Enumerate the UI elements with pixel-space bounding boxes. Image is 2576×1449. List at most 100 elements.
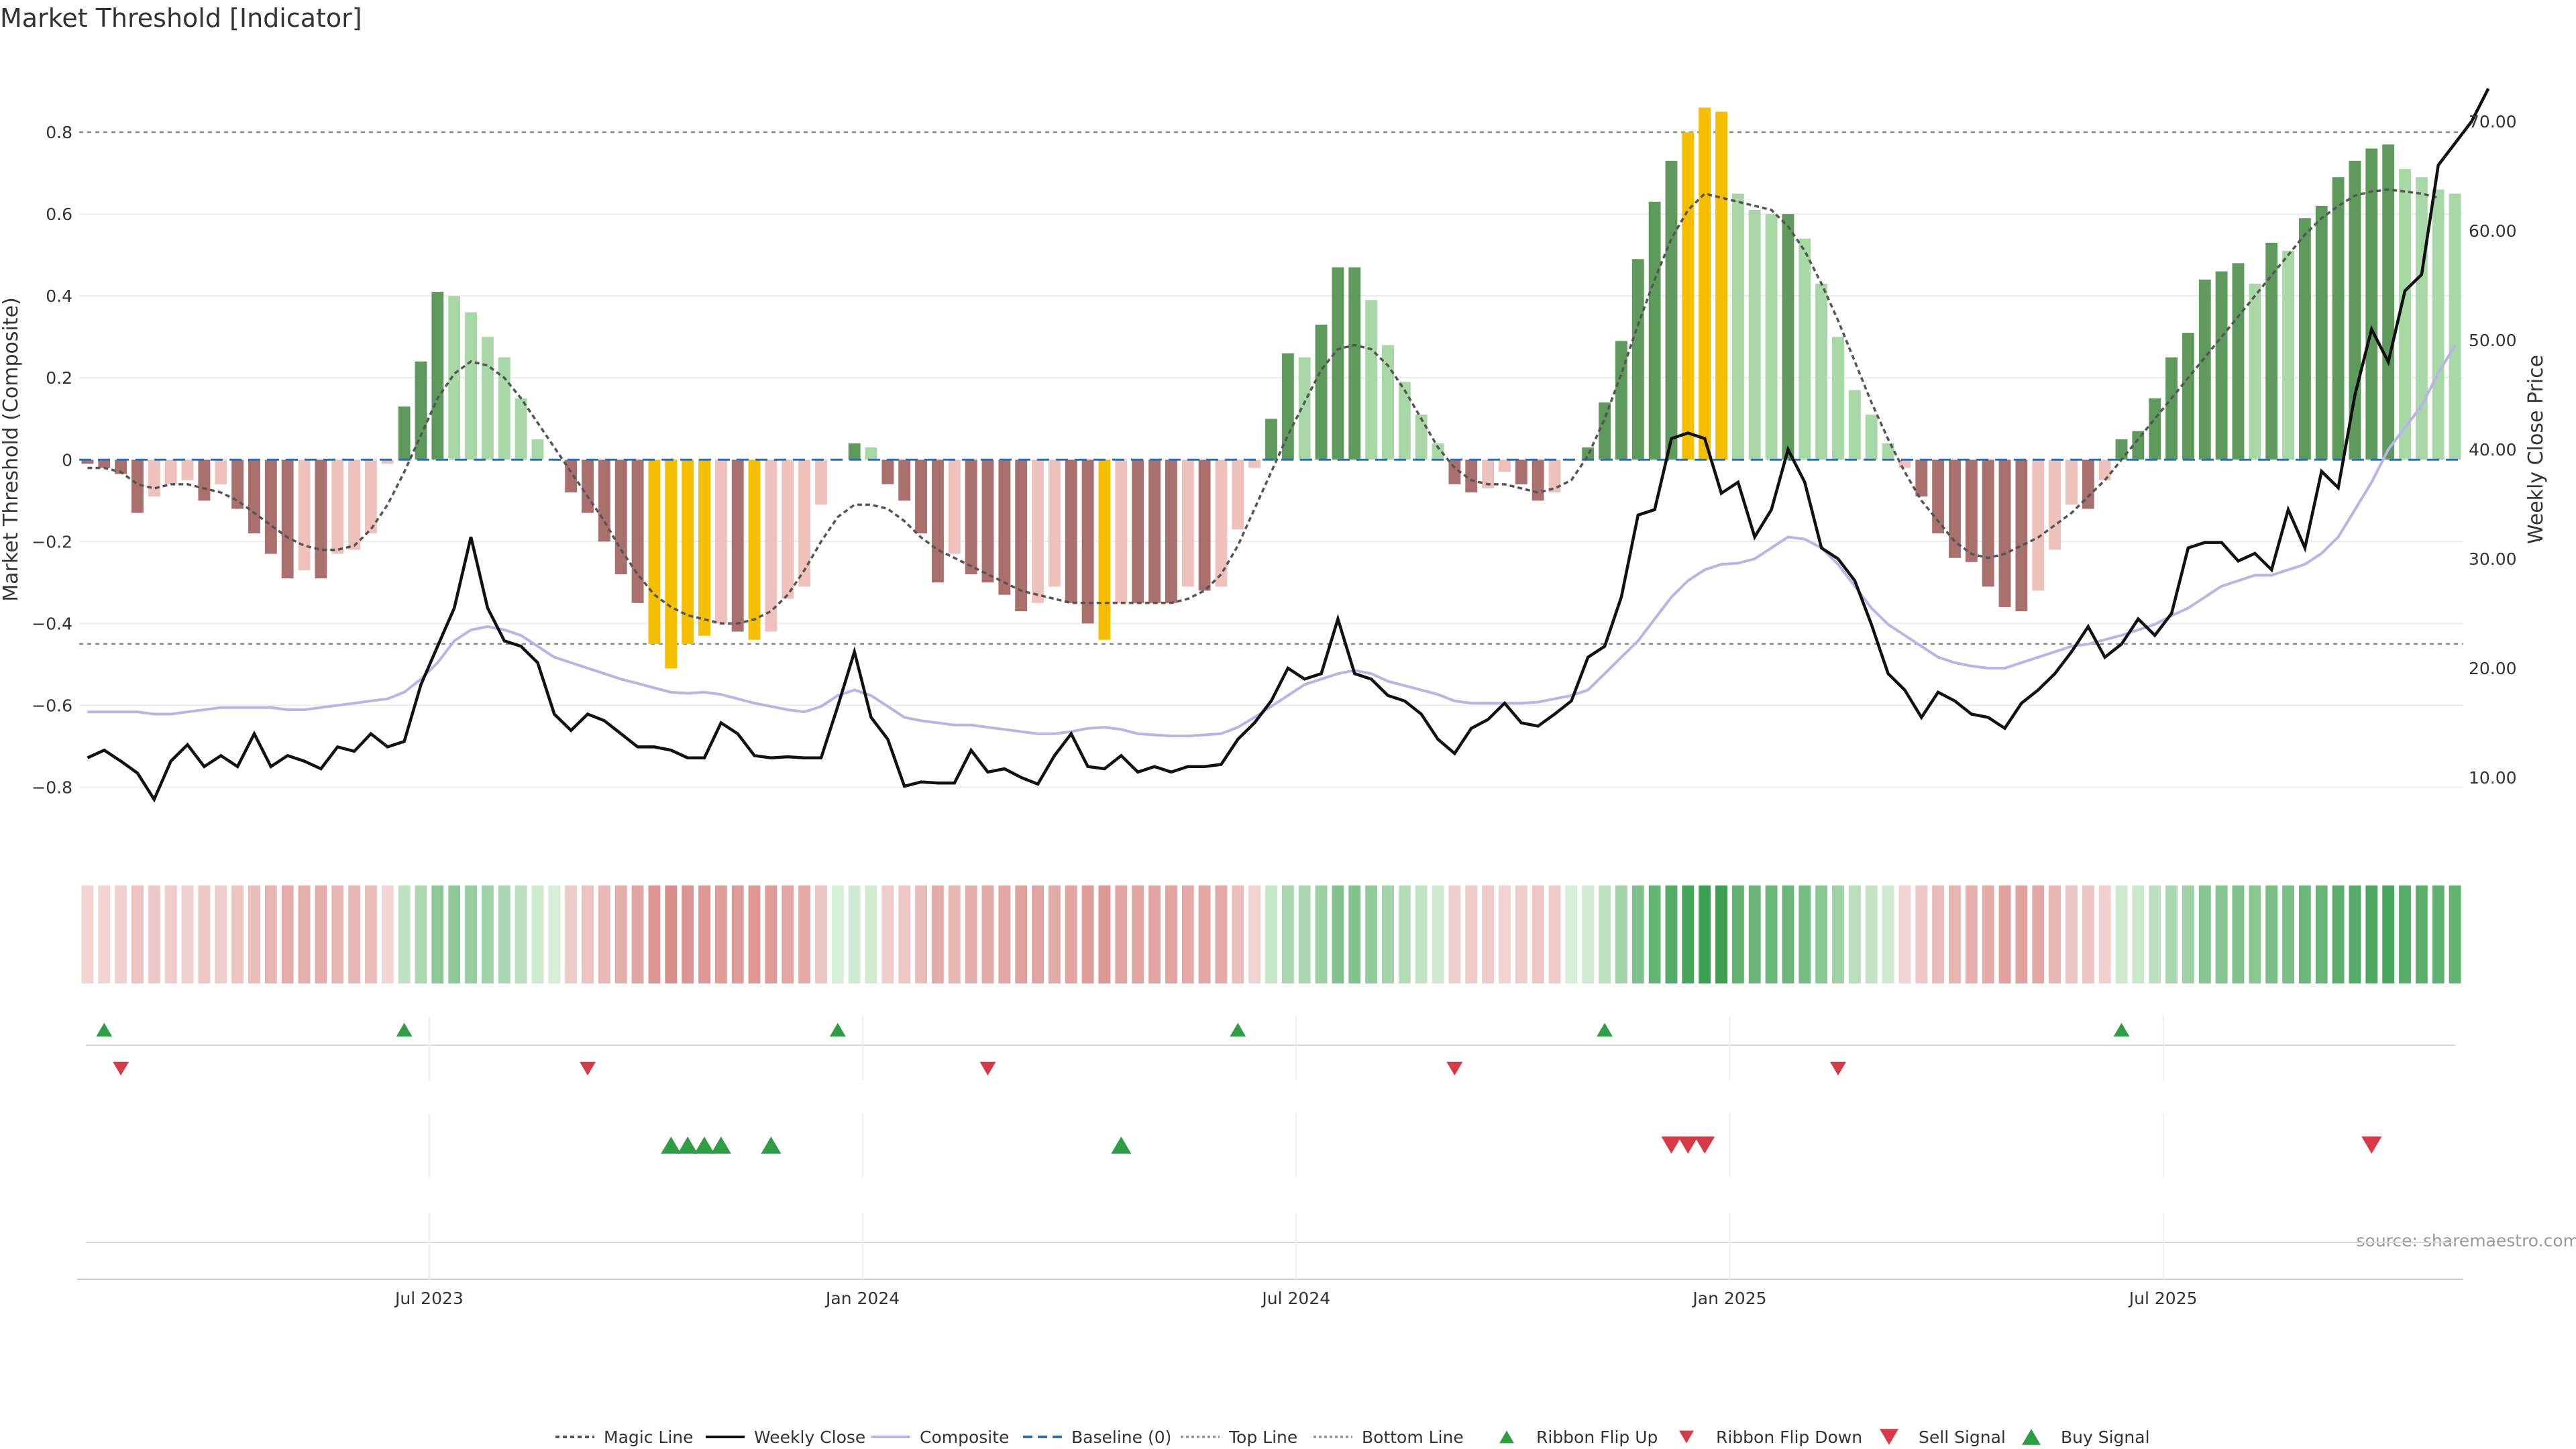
ribbon-cell (164, 885, 177, 983)
x-tick-label: Jul 2024 (1260, 1289, 1330, 1308)
legend-swatch (1499, 1430, 1514, 1444)
ribbon-cell (2215, 885, 2228, 983)
composite-bar (2032, 460, 2045, 591)
ribbon-cell (798, 885, 811, 983)
ribbon-cell (298, 885, 311, 983)
ribbon-flip-down-marker (580, 1061, 596, 1076)
ribbon-cell (198, 885, 211, 983)
composite-bar (148, 460, 160, 497)
ribbon-cell (231, 885, 244, 983)
composite-bar (465, 312, 477, 460)
composite-bar (248, 460, 260, 534)
composite-bar (1382, 345, 1394, 460)
composite-bar (348, 460, 361, 550)
ribbon-cell (1748, 885, 1761, 983)
composite-bar (1782, 214, 1794, 460)
legend: Magic Line Weekly Close Composite Baseline … (555, 1428, 2150, 1447)
ribbon-cell (1398, 885, 1411, 983)
right-tick-label: 50.00 (2469, 331, 2517, 350)
ribbon-cell (2249, 885, 2261, 983)
sell-signal-marker (1678, 1136, 1699, 1154)
composite-bar (81, 460, 94, 464)
composite-bar (1715, 111, 1727, 460)
composite-bar (1832, 337, 1844, 460)
composite-bar (2382, 144, 2395, 460)
ribbon-flip-up-marker (2113, 1022, 2130, 1037)
ribbon-cell (565, 885, 578, 983)
ribbon-cell (682, 885, 694, 983)
right-tick-label: 30.00 (2469, 549, 2517, 569)
ribbon-cell (81, 885, 94, 983)
ribbon-cell (531, 885, 544, 983)
ribbon-cell (1799, 885, 1811, 983)
ribbon-cell (1048, 885, 1061, 983)
composite-bar (2049, 460, 2061, 550)
ribbon-cell (1631, 885, 1644, 983)
ribbon-cell (1832, 885, 1844, 983)
composite-bar (648, 460, 661, 644)
ribbon-cell (1599, 885, 1611, 983)
ribbon-heatstrip (81, 885, 2461, 983)
ribbon-cell (398, 885, 411, 983)
legend-label: Top Line (1228, 1428, 1297, 1447)
right-tick-label: 60.00 (2469, 221, 2517, 241)
ribbon-cell (1515, 885, 1527, 983)
ribbon-cell (1448, 885, 1461, 983)
ribbon-cell (782, 885, 794, 983)
composite-bar (448, 296, 461, 460)
composite-bar (682, 460, 694, 644)
ribbon-cell (498, 885, 511, 983)
ribbon-cell (2315, 885, 2328, 983)
ribbon-cell (364, 885, 377, 983)
left-tick-label: 0.2 (46, 368, 72, 388)
composite-bar (565, 460, 578, 493)
ribbon-cell (998, 885, 1011, 983)
composite-bar (2065, 460, 2078, 505)
composite-bar (1599, 402, 1611, 460)
ribbon-cell (2132, 885, 2145, 983)
composite-bar (1932, 460, 1945, 534)
ribbon-cell (415, 885, 427, 983)
weekly-close-line (87, 88, 2490, 803)
composite-bar (915, 460, 928, 534)
legend-swatch (2022, 1429, 2041, 1445)
composite-bar (181, 460, 194, 480)
ribbon-cell (115, 885, 127, 983)
composite-bar (1398, 382, 1411, 460)
composite-bar (481, 337, 494, 460)
left-tick-label: −0.6 (32, 696, 72, 715)
buy-signal-marker (678, 1136, 698, 1154)
indicator-lines (79, 88, 2490, 803)
ribbon-cell (1565, 885, 1578, 983)
composite-bar (1315, 324, 1328, 460)
buy-signal-marker (761, 1136, 782, 1154)
left-tick-label: −0.8 (32, 777, 72, 797)
ribbon-cell (2232, 885, 2245, 983)
ribbon-flip-up-marker (829, 1022, 846, 1037)
right-tick-label: 20.00 (2469, 659, 2517, 678)
time-axis: Jul 2023 Jan 2024 Jul 2024 Jan 2025 Jul 2025 (77, 1016, 2463, 1308)
ribbon-cell (465, 885, 477, 983)
composite-bar (415, 361, 427, 460)
ribbon-cell (2032, 885, 2045, 983)
ribbon-cell (1998, 885, 2011, 983)
ribbon-cell (1815, 885, 1828, 983)
ribbon-cell (1382, 885, 1394, 983)
composite-bar (215, 460, 227, 484)
composite-bar (931, 460, 944, 583)
ribbon-cell (2382, 885, 2395, 983)
sell-signal-marker (1661, 1136, 1682, 1154)
ribbon-cell (1982, 885, 1994, 983)
ribbon-flip-up-marker (1597, 1022, 1613, 1037)
composite-bar (2332, 177, 2345, 460)
ribbon-cell (1715, 885, 1727, 983)
ribbon-cell (1865, 885, 1878, 983)
ribbon-cell (1532, 885, 1544, 983)
ribbon-cell (2115, 885, 2128, 983)
ribbon-cell (1298, 885, 1311, 983)
buy-signal-marker (694, 1136, 714, 1154)
ribbon-cell (331, 885, 344, 983)
ribbon-cell (1132, 885, 1144, 983)
composite-bar (98, 460, 111, 468)
ribbon-cell (448, 885, 461, 983)
